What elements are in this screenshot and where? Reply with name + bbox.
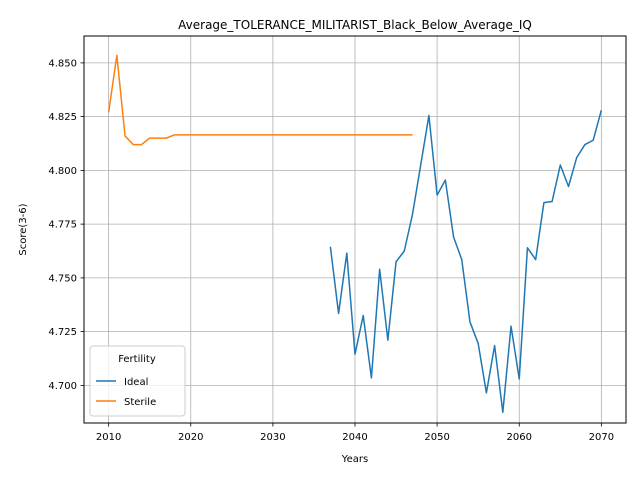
legend-label-ideal: Ideal bbox=[124, 377, 148, 388]
y-tick-label: 4.825 bbox=[48, 112, 77, 123]
y-tick-label: 4.850 bbox=[48, 58, 77, 69]
x-tick-label: 2050 bbox=[424, 432, 449, 443]
y-tick-label: 4.700 bbox=[48, 381, 77, 392]
y-axis-label: Score(3-6) bbox=[18, 203, 29, 255]
legend: Fertility Ideal Sterile bbox=[90, 346, 185, 416]
legend-label-sterile: Sterile bbox=[124, 397, 156, 408]
chart-title: Average_TOLERANCE_MILITARIST_Black_Below… bbox=[178, 18, 532, 32]
x-tick-label: 2030 bbox=[260, 432, 285, 443]
y-tick-label: 4.725 bbox=[48, 327, 77, 338]
x-tick-label: 2020 bbox=[178, 432, 203, 443]
y-tick-label: 4.775 bbox=[48, 220, 77, 231]
y-tick-label: 4.750 bbox=[48, 273, 77, 284]
y-tick-label: 4.800 bbox=[48, 166, 77, 177]
x-tick-label: 2060 bbox=[507, 432, 532, 443]
legend-title: Fertility bbox=[118, 354, 156, 365]
x-tick-label: 2040 bbox=[342, 432, 367, 443]
x-axis-label: Years bbox=[341, 454, 368, 465]
x-tick-label: 2070 bbox=[589, 432, 614, 443]
x-tick-label: 2010 bbox=[96, 432, 121, 443]
